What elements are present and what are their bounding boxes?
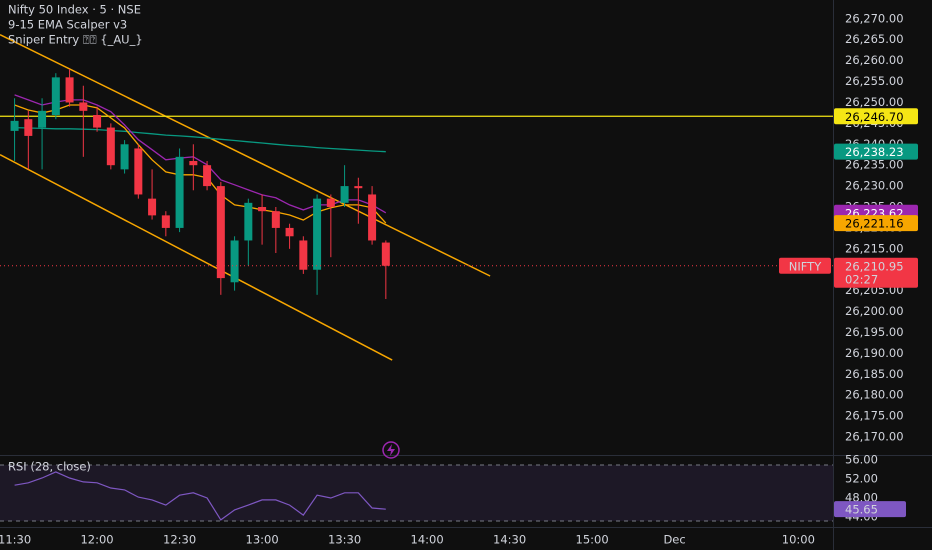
y-tick-label: 26,265.00 xyxy=(845,32,904,46)
x-tick-label: 14:00 xyxy=(411,533,444,547)
y-tick-label: 26,235.00 xyxy=(845,158,904,172)
rsi-pane xyxy=(14,471,386,521)
main-pane xyxy=(0,34,833,361)
indicator-name: Sniper Entry ⍰⍰ {_AU_} xyxy=(8,33,143,47)
x-tick-label: 12:00 xyxy=(80,533,113,547)
price-tag xyxy=(834,215,918,232)
candle-body xyxy=(65,77,74,103)
candle-body xyxy=(285,227,294,237)
alert-icon xyxy=(382,441,400,459)
candle-body xyxy=(93,115,102,128)
trend-line xyxy=(0,154,393,361)
chart-title: Nifty 50 Index · 5 · NSE xyxy=(8,3,141,17)
x-tick-label: 11:30 xyxy=(0,533,31,547)
x-tick-label: 10:00 xyxy=(782,533,815,547)
axes: 26,270.00 26,265.00 26,260.00 26,255.00 26,2… xyxy=(0,11,918,547)
candle-body xyxy=(244,202,253,241)
candle-body xyxy=(148,198,157,216)
candle-body xyxy=(120,144,129,170)
candle-body xyxy=(368,194,377,241)
y-tick-label: 26,200.00 xyxy=(845,304,904,318)
price-tag-label: 26,210.95 xyxy=(845,259,904,273)
countdown: 02:27 xyxy=(845,272,878,286)
candle-body xyxy=(175,156,184,228)
candle-body xyxy=(340,186,349,203)
candle-body xyxy=(10,120,19,131)
symbol-tag-label: NIFTY xyxy=(789,259,822,273)
price-tag-label: 26,221.16 xyxy=(845,217,904,231)
y-tick-label: 26,180.00 xyxy=(845,388,904,402)
price-tag-label: 45.65 xyxy=(845,503,878,517)
candle-body xyxy=(216,186,225,279)
price-tag xyxy=(834,108,918,125)
x-tick-label: 15:00 xyxy=(576,533,609,547)
y-tick-label: 26,170.00 xyxy=(845,430,904,444)
ema-line xyxy=(14,104,387,224)
candle-body xyxy=(51,77,60,116)
x-tick-label: 13:00 xyxy=(246,533,279,547)
rsi-band xyxy=(0,465,833,521)
price-tag xyxy=(834,143,918,160)
candle-body xyxy=(271,211,280,228)
y-tick-label: 26,230.00 xyxy=(845,179,904,193)
y-tick-label: 26,190.00 xyxy=(845,346,904,360)
y-tick-label: 26,195.00 xyxy=(845,325,904,339)
ema-line xyxy=(14,126,386,153)
candle-body xyxy=(38,110,47,128)
y-tick-label: 52.00 xyxy=(845,472,878,486)
x-tick-label: Dec xyxy=(663,533,685,547)
candle-body xyxy=(189,161,198,166)
candle-body xyxy=(79,102,88,111)
candle-body xyxy=(354,186,363,189)
symbol-tag xyxy=(779,257,831,274)
candle-body xyxy=(258,207,267,212)
y-tick-label: 26,215.00 xyxy=(845,241,904,255)
candle-body xyxy=(24,119,33,136)
y-tick-label: 26,175.00 xyxy=(845,409,904,423)
candle-body xyxy=(134,148,143,195)
y-tick-label: 26,250.00 xyxy=(845,95,904,109)
y-tick-label: 26,260.00 xyxy=(845,53,904,67)
price-tag-label: 26,238.23 xyxy=(845,145,904,159)
y-tick-label: 56.00 xyxy=(845,452,878,466)
trend-line xyxy=(0,34,491,277)
y-tick-label: 26,255.00 xyxy=(845,74,904,88)
y-tick-label: 26,185.00 xyxy=(845,367,904,381)
price-tag xyxy=(834,501,906,518)
candle-body xyxy=(230,240,239,283)
candle-body xyxy=(381,242,390,266)
price-tag-label: 26,246.70 xyxy=(845,110,904,124)
y-tick-label: 26,270.00 xyxy=(845,11,904,25)
rsi-line xyxy=(14,471,386,521)
x-tick-label: 14:30 xyxy=(493,533,526,547)
indicator-name: 9-15 EMA Scalper v3 xyxy=(8,18,127,32)
x-tick-label: 12:30 xyxy=(163,533,196,547)
candle-body xyxy=(106,127,115,166)
price-tag xyxy=(834,257,918,288)
candle-body xyxy=(326,198,335,208)
candle-body xyxy=(203,165,212,187)
candle-body xyxy=(313,198,322,270)
ema-line xyxy=(14,94,387,214)
x-tick-label: 13:30 xyxy=(328,533,361,547)
y-tick-label: 48.00 xyxy=(845,491,878,505)
candle-body xyxy=(161,215,170,228)
candle-body xyxy=(299,240,308,270)
rsi-title: RSI (28, close) xyxy=(8,460,91,474)
